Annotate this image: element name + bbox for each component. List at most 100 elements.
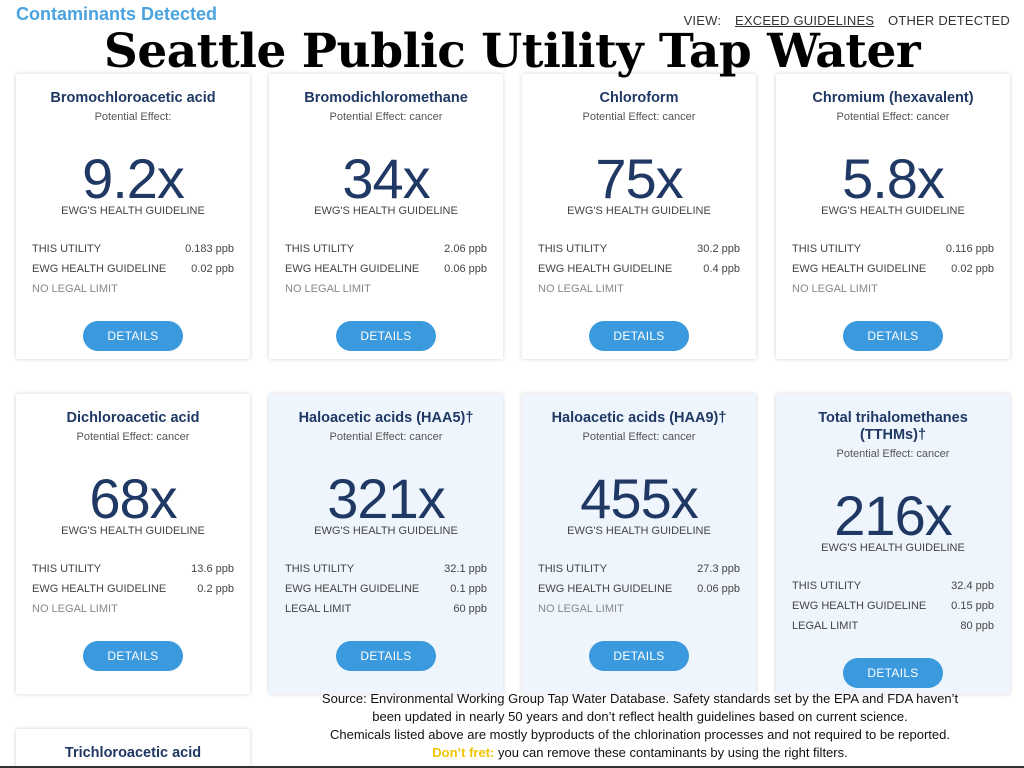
legal-limit-label: NO LEGAL LIMIT [32,603,118,615]
contaminant-card: Bromodichloromethane Potential Effect: c… [269,74,503,359]
view-label: VIEW: [683,13,722,28]
guideline-multiple: 455x [580,467,698,530]
potential-effect: Potential Effect: cancer [329,431,443,443]
potential-effect: Potential Effect: cancer [836,111,950,123]
this-utility-row: THIS UTILITY 27.3 ppb [538,559,740,579]
ewg-guideline-row: EWG HEALTH GUIDELINE 0.1 ppb [285,579,487,599]
legal-limit-label: LEGAL LIMIT [285,603,352,615]
this-utility-label: THIS UTILITY [792,243,862,255]
contaminant-name: Dichloroacetic acid [66,410,200,426]
legal-limit-row: NO LEGAL LIMIT [538,599,740,619]
divider [0,766,1024,768]
guideline-multiple: 321x [327,467,445,530]
guideline-multiple: 5.8x [842,147,945,210]
this-utility-value: 0.183 ppb [185,243,234,255]
guideline-caption: EWG'S HEALTH GUIDELINE [61,205,205,217]
this-utility-row: THIS UTILITY 0.183 ppb [32,239,234,259]
ewg-guideline-label: EWG HEALTH GUIDELINE [285,583,420,595]
contaminant-card: Dichloroacetic acid Potential Effect: ca… [16,394,250,694]
legal-limit-value: 80 ppb [960,620,994,632]
this-utility-label: THIS UTILITY [32,563,102,575]
details-button[interactable]: DETAILS [83,641,183,671]
guideline-caption: EWG'S HEALTH GUIDELINE [567,525,711,537]
source-caption: Source: Environmental Working Group Tap … [270,690,1010,762]
ewg-guideline-row: EWG HEALTH GUIDELINE 0.4 ppb [538,259,740,279]
guideline-multiple: 216x [834,484,952,547]
potential-effect: Potential Effect: cancer [582,111,696,123]
potential-effect: Potential Effect: cancer [836,448,950,460]
contaminant-card: Haloacetic acids (HAA9)† Potential Effec… [522,394,756,694]
ewg-guideline-row: EWG HEALTH GUIDELINE 0.06 ppb [538,579,740,599]
details-button[interactable]: DETAILS [843,658,943,688]
guideline-caption: EWG'S HEALTH GUIDELINE [821,205,965,217]
view-bar: VIEW: EXCEED GUIDELINES OTHER DETECTED [684,13,1010,28]
this-utility-label: THIS UTILITY [285,243,355,255]
guideline-caption: EWG'S HEALTH GUIDELINE [821,542,965,554]
ewg-guideline-value: 0.02 ppb [951,263,994,275]
this-utility-row: THIS UTILITY 0.116 ppb [792,239,994,259]
contaminant-name: Chromium (hexavalent) [812,90,974,106]
ewg-guideline-value: 0.06 ppb [444,263,487,275]
potential-effect: Potential Effect: cancer [329,111,443,123]
details-button[interactable]: DETAILS [843,321,943,351]
contaminant-name: Total trihalomethanes (TTHMs)† [818,410,968,443]
contaminant-card: Bromochloroacetic acid Potential Effect:… [16,74,250,359]
ewg-guideline-label: EWG HEALTH GUIDELINE [538,263,673,275]
contaminant-name: Bromochloroacetic acid [50,90,216,106]
ewg-guideline-row: EWG HEALTH GUIDELINE 0.02 ppb [792,259,994,279]
legal-limit-value: 60 ppb [453,603,487,615]
guideline-multiple: 75x [595,147,683,210]
this-utility-value: 27.3 ppb [697,563,740,575]
ewg-guideline-label: EWG HEALTH GUIDELINE [32,263,167,275]
ewg-guideline-value: 0.1 ppb [450,583,487,595]
guideline-caption: EWG'S HEALTH GUIDELINE [61,525,205,537]
contaminant-name: Bromodichloromethane [304,90,468,106]
this-utility-label: THIS UTILITY [538,563,608,575]
ewg-guideline-value: 0.15 ppb [951,600,994,612]
dont-fret-text: you can remove these contaminants by usi… [497,745,848,760]
ewg-guideline-label: EWG HEALTH GUIDELINE [538,583,673,595]
source-line: been updated in nearly 50 years and don’… [372,709,908,724]
ewg-guideline-row: EWG HEALTH GUIDELINE 0.02 ppb [32,259,234,279]
details-button[interactable]: DETAILS [336,321,436,351]
view-other-detected-link[interactable]: OTHER DETECTED [888,13,1010,28]
legal-limit-label: NO LEGAL LIMIT [538,283,624,295]
this-utility-row: THIS UTILITY 2.06 ppb [285,239,487,259]
guideline-caption: EWG'S HEALTH GUIDELINE [314,205,458,217]
this-utility-row: THIS UTILITY 32.1 ppb [285,559,487,579]
contaminant-name: Trichloroacetic acid [64,745,202,761]
this-utility-row: THIS UTILITY 30.2 ppb [538,239,740,259]
contaminant-name: Haloacetic acids (HAA9)† [551,410,727,426]
ewg-guideline-label: EWG HEALTH GUIDELINE [32,583,167,595]
legal-limit-row: LEGAL LIMIT 80 ppb [792,616,994,636]
contaminant-name: Chloroform [599,90,679,106]
details-button[interactable]: DETAILS [589,321,689,351]
legal-limit-label: NO LEGAL LIMIT [32,283,118,295]
guideline-multiple: 9.2x [82,147,185,210]
this-utility-value: 13.6 ppb [191,563,234,575]
details-button[interactable]: DETAILS [83,321,183,351]
details-button[interactable]: DETAILS [589,641,689,671]
guideline-multiple: 34x [342,147,430,210]
overlay-title: Seattle Public Utility Tap Water [103,24,921,79]
ewg-guideline-value: 0.06 ppb [697,583,740,595]
legal-limit-label: NO LEGAL LIMIT [285,283,371,295]
this-utility-row: THIS UTILITY 13.6 ppb [32,559,234,579]
guideline-caption: EWG'S HEALTH GUIDELINE [567,205,711,217]
this-utility-label: THIS UTILITY [32,243,102,255]
details-button[interactable]: DETAILS [336,641,436,671]
contaminant-card: Total trihalomethanes (TTHMs)† Potential… [776,394,1010,694]
ewg-guideline-row: EWG HEALTH GUIDELINE 0.2 ppb [32,579,234,599]
potential-effect: Potential Effect: [94,111,172,123]
source-line: Chemicals listed above are mostly byprod… [329,727,950,742]
this-utility-row: THIS UTILITY 32.4 ppb [792,576,994,596]
ewg-guideline-label: EWG HEALTH GUIDELINE [792,263,927,275]
contaminant-card: Haloacetic acids (HAA5)† Potential Effec… [269,394,503,694]
ewg-guideline-value: 0.2 ppb [197,583,234,595]
this-utility-value: 32.1 ppb [444,563,487,575]
source-line: Source: Environmental Working Group Tap … [321,691,959,706]
view-exceed-guidelines-link[interactable]: EXCEED GUIDELINES [734,13,875,28]
this-utility-label: THIS UTILITY [538,243,608,255]
legal-limit-label: NO LEGAL LIMIT [792,283,878,295]
legal-limit-row: NO LEGAL LIMIT [32,279,234,299]
